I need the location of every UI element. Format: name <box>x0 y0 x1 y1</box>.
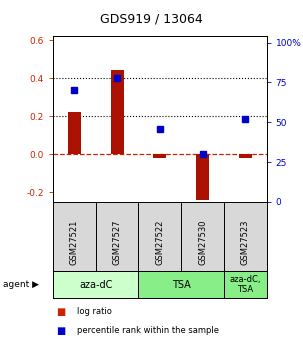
Bar <box>239 154 252 158</box>
Text: GDS919 / 13064: GDS919 / 13064 <box>100 12 203 25</box>
Text: GSM27527: GSM27527 <box>113 220 122 265</box>
Text: aza-dC: aza-dC <box>79 280 112 289</box>
Text: GSM27523: GSM27523 <box>241 220 250 265</box>
Bar <box>138 271 224 298</box>
Bar <box>111 70 124 154</box>
Text: TSA: TSA <box>172 280 191 289</box>
Text: GSM27530: GSM27530 <box>198 220 207 265</box>
Text: ■: ■ <box>56 326 65 336</box>
Text: aza-dC,
TSA: aza-dC, TSA <box>230 275 261 294</box>
Text: log ratio: log ratio <box>77 307 112 316</box>
Bar <box>68 112 81 154</box>
Bar <box>153 154 166 158</box>
Text: agent ▶: agent ▶ <box>3 280 39 289</box>
Bar <box>196 154 209 200</box>
Bar <box>53 271 138 298</box>
Bar <box>224 271 267 298</box>
Text: GSM27521: GSM27521 <box>70 220 79 265</box>
Text: GSM27522: GSM27522 <box>155 220 164 265</box>
Text: ■: ■ <box>56 307 65 317</box>
Text: percentile rank within the sample: percentile rank within the sample <box>77 326 219 335</box>
